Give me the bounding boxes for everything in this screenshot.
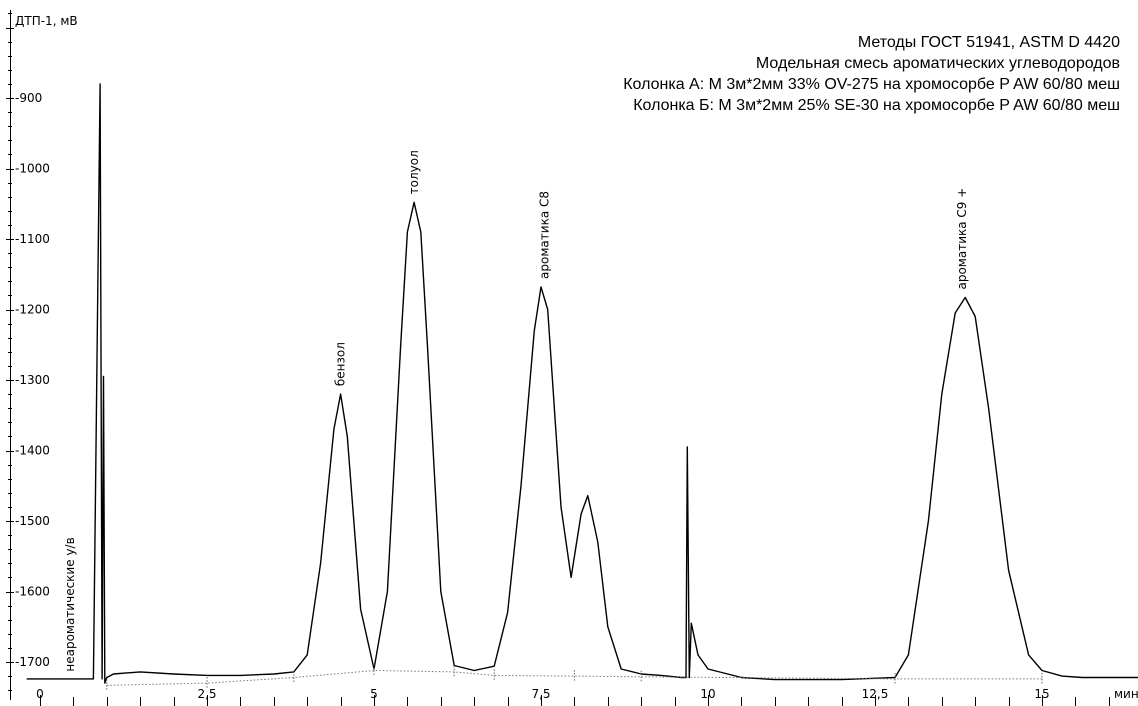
x-tick-label: 5	[370, 687, 378, 701]
x-tick-label: 2,5	[197, 687, 216, 701]
y-tick-label: -1700	[15, 655, 50, 669]
y-tick-label: -1500	[15, 514, 50, 528]
peak-label: ароматика С8	[537, 191, 551, 279]
x-tick-label: 12,5	[862, 687, 889, 701]
y-tick-label: -900	[15, 91, 42, 105]
x-axis: 0 2,5 5 7,5 10 12,5 15 мин	[36, 687, 1138, 706]
integration-baseline	[106, 669, 1042, 686]
peak-label: ароматика С9 +	[955, 188, 969, 290]
chart-title-block: Методы ГОСТ 51941, ASTM D 4420 Модельная …	[623, 34, 1120, 114]
x-tick-label: 15	[1034, 687, 1049, 701]
title-line: Модельная смесь ароматических углеводоро…	[756, 55, 1120, 72]
peak-label: неароматические у/в	[63, 537, 77, 671]
x-axis-label: мин	[1114, 687, 1138, 701]
x-tick-label: 0	[36, 687, 44, 701]
y-tick-label: -1300	[15, 373, 50, 387]
x-tick-label: 10	[700, 687, 715, 701]
y-axis-label: ДТП-1, мВ	[15, 14, 78, 28]
y-tick-label: -1000	[15, 162, 50, 176]
peak-label: бензол	[334, 342, 348, 386]
y-tick-label: -1100	[15, 232, 50, 246]
y-axis: -900 -1000 -1100 -1200 -1300 -1400 -1500 -1600 -…	[6, 10, 78, 700]
x-tick-label: 7,5	[531, 687, 550, 701]
title-line: Методы ГОСТ 51941, ASTM D 4420	[858, 34, 1120, 51]
title-line: Колонка А: М 3м*2мм 33% OV-275 на хромос…	[623, 76, 1120, 93]
y-tick-label: -1600	[15, 585, 50, 599]
peak-label: толуол	[407, 150, 421, 194]
chromatogram-trace	[26, 83, 1138, 684]
y-tick-label: -1400	[15, 444, 50, 458]
title-line: Колонка Б: М 3м*2мм 25% SE-30 на хромосо…	[633, 97, 1120, 114]
y-tick-label: -1200	[15, 303, 50, 317]
series-layer	[26, 83, 1138, 692]
peak-labels: неароматические у/в бензол толуол ароматика…	[63, 150, 969, 671]
